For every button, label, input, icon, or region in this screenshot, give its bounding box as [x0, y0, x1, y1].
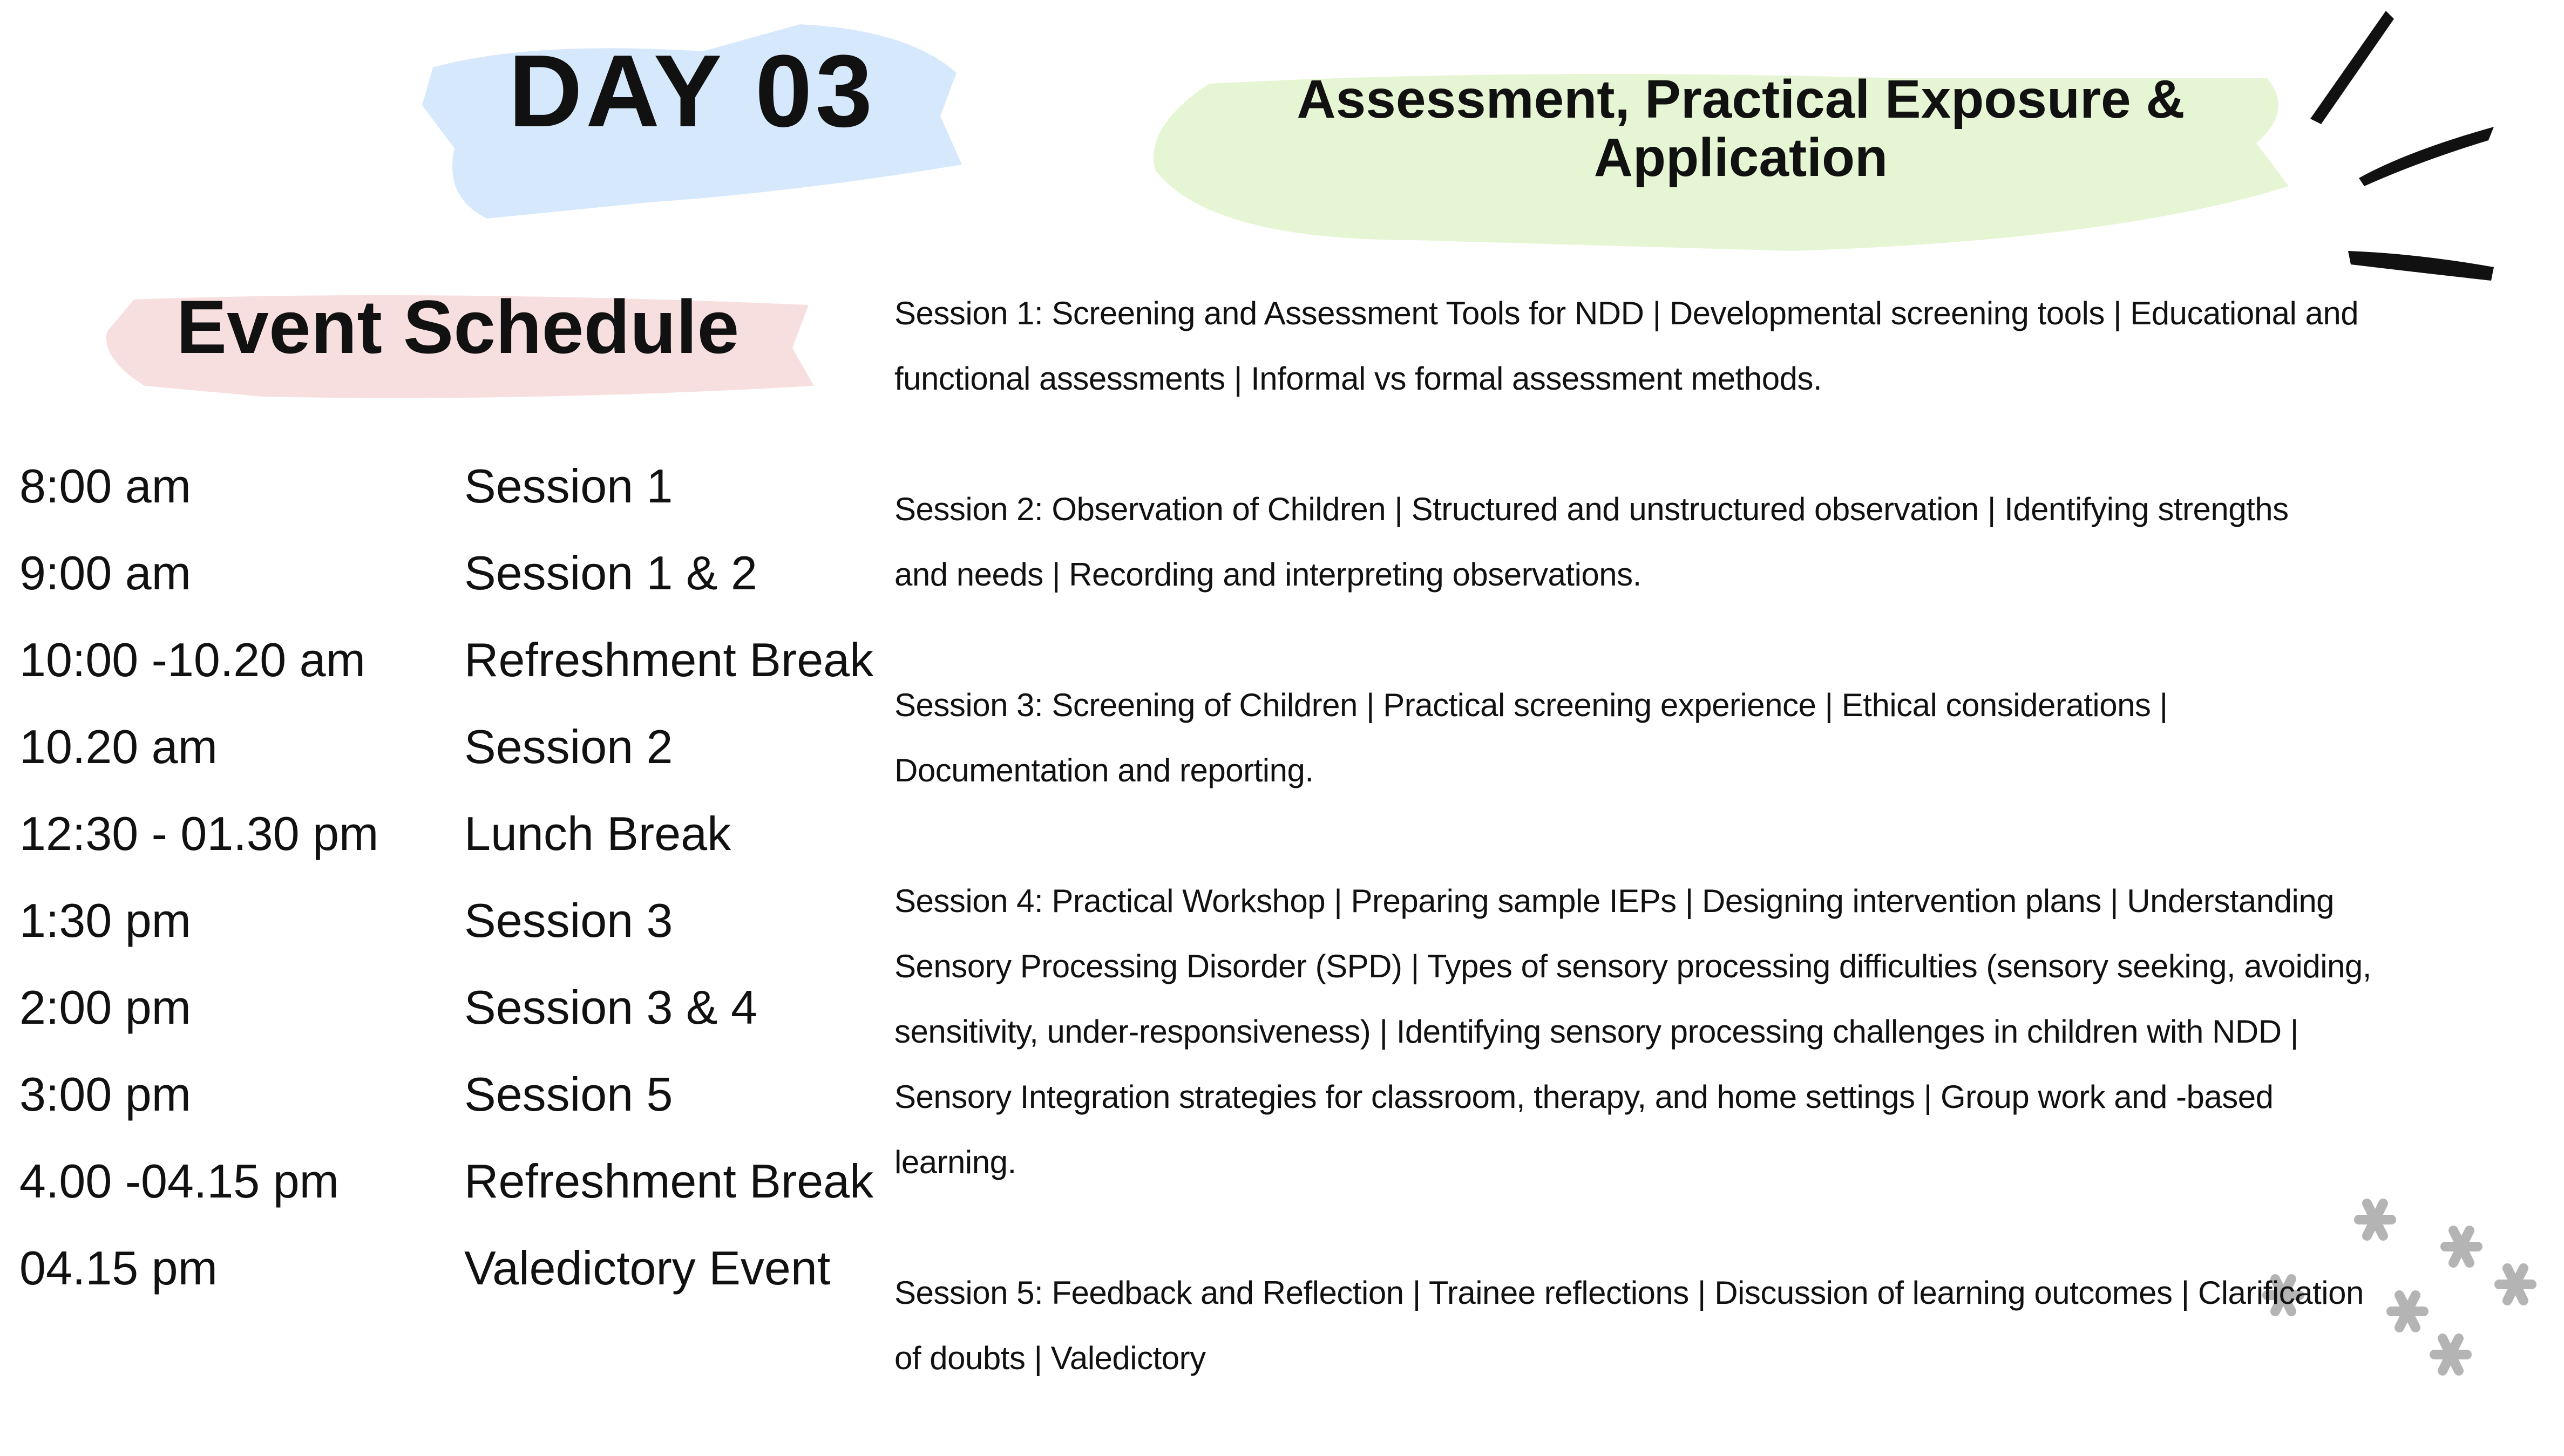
schedule-event: Lunch Break	[464, 806, 731, 860]
session-line: and needs | Recording and interpreting o…	[894, 556, 1641, 593]
theme-brush-background	[1154, 74, 2289, 251]
schedule-time: 1:30 pm	[19, 893, 191, 947]
session-paragraph: Session 5: Feedback and Reflection | Tra…	[894, 1260, 2371, 1391]
schedule-brush-background	[106, 295, 814, 398]
session-paragraph: Session 1: Screening and Assessment Tool…	[894, 281, 2371, 411]
schedule-time: 10.20 am	[19, 719, 218, 773]
session-paragraph: Session 4: Practical Workshop | Preparin…	[894, 868, 2371, 1195]
schedule-row: 4.00 -04.15 pm Refreshment Break	[19, 1138, 873, 1224]
schedule-row: 10.20 am Session 2	[19, 703, 873, 790]
schedule-row: 12:30 - 01.30 pm Lunch Break	[19, 790, 873, 877]
schedule-time: 8:00 am	[19, 459, 191, 513]
session-line: learning.	[894, 1144, 1016, 1180]
session-line: of doubts | Valedictory	[894, 1340, 1206, 1376]
schedule-table: 8:00 am Session 1 9:00 am Session 1 & 2 10:0…	[19, 443, 873, 1311]
schedule-time: 3:00 pm	[19, 1067, 191, 1121]
schedule-event: Refreshment Break	[464, 632, 874, 686]
session-line: Sensory Processing Disorder (SPD) | Type…	[894, 948, 2371, 984]
schedule-row: 3:00 pm Session 5	[19, 1051, 873, 1138]
schedule-row: 1:30 pm Session 3	[19, 877, 873, 964]
schedule-row: 2:00 pm Session 3 & 4	[19, 964, 873, 1051]
schedule-row: 8:00 am Session 1	[19, 443, 873, 529]
schedule-title: Event Schedule	[176, 284, 740, 369]
day-brush-background	[422, 24, 962, 219]
schedule-time: 4.00 -04.15 pm	[19, 1154, 339, 1208]
theme-title-line: Application	[1593, 127, 1888, 188]
day-title: DAY 03	[508, 34, 876, 148]
schedule-event: Session 3 & 4	[464, 980, 757, 1034]
schedule-event: Session 5	[464, 1067, 673, 1121]
session-line: Documentation and reporting.	[894, 752, 1314, 788]
session-descriptions: Session 1: Screening and Assessment Tool…	[894, 281, 2371, 1456]
schedule-time: 12:30 - 01.30 pm	[19, 806, 379, 860]
session-line: sensitivity, under-responsiveness) | Ide…	[894, 1013, 2298, 1050]
schedule-event: Session 1 & 2	[464, 546, 757, 600]
schedule-time: 2:00 pm	[19, 980, 191, 1034]
schedule-event: Valedictory Event	[464, 1241, 831, 1295]
session-line: Session 2: Observation of Children | Str…	[894, 491, 2289, 527]
schedule-event: Refreshment Break	[464, 1154, 874, 1208]
session-line: Sensory Integration strategies for class…	[894, 1079, 2274, 1115]
session-line: Session 5: Feedback and Reflection | Tra…	[894, 1275, 2364, 1311]
session-line: Session 3: Screening of Children | Pract…	[894, 687, 2168, 723]
stars-decoration	[2262, 1199, 2536, 1376]
schedule-row: 9:00 am Session 1 & 2	[19, 529, 873, 616]
schedule-time: 04.15 pm	[19, 1241, 218, 1295]
schedule-time: 9:00 am	[19, 546, 191, 600]
session-line: Session 1: Screening and Assessment Tool…	[894, 295, 2359, 331]
theme-title: Assessment, Practical Exposure & Applica…	[1161, 70, 2321, 187]
session-paragraph: Session 2: Observation of Children | Str…	[894, 477, 2371, 607]
brush-stroke-decoration	[2310, 11, 2494, 281]
session-line: Session 4: Practical Workshop | Preparin…	[894, 883, 2335, 919]
schedule-event: Session 3	[464, 893, 673, 947]
theme-title-line: Assessment, Practical Exposure &	[1297, 69, 2185, 130]
session-paragraph: Session 3: Screening of Children | Pract…	[894, 672, 2371, 803]
schedule-row: 10:00 -10.20 am Refreshment Break	[19, 616, 873, 703]
schedule-event: Session 2	[464, 719, 673, 773]
schedule-event: Session 1	[464, 459, 673, 513]
schedule-row: 04.15 pm Valedictory Event	[19, 1224, 873, 1311]
session-line: functional assessments | Informal vs for…	[894, 360, 1822, 397]
schedule-time: 10:00 -10.20 am	[19, 632, 365, 686]
